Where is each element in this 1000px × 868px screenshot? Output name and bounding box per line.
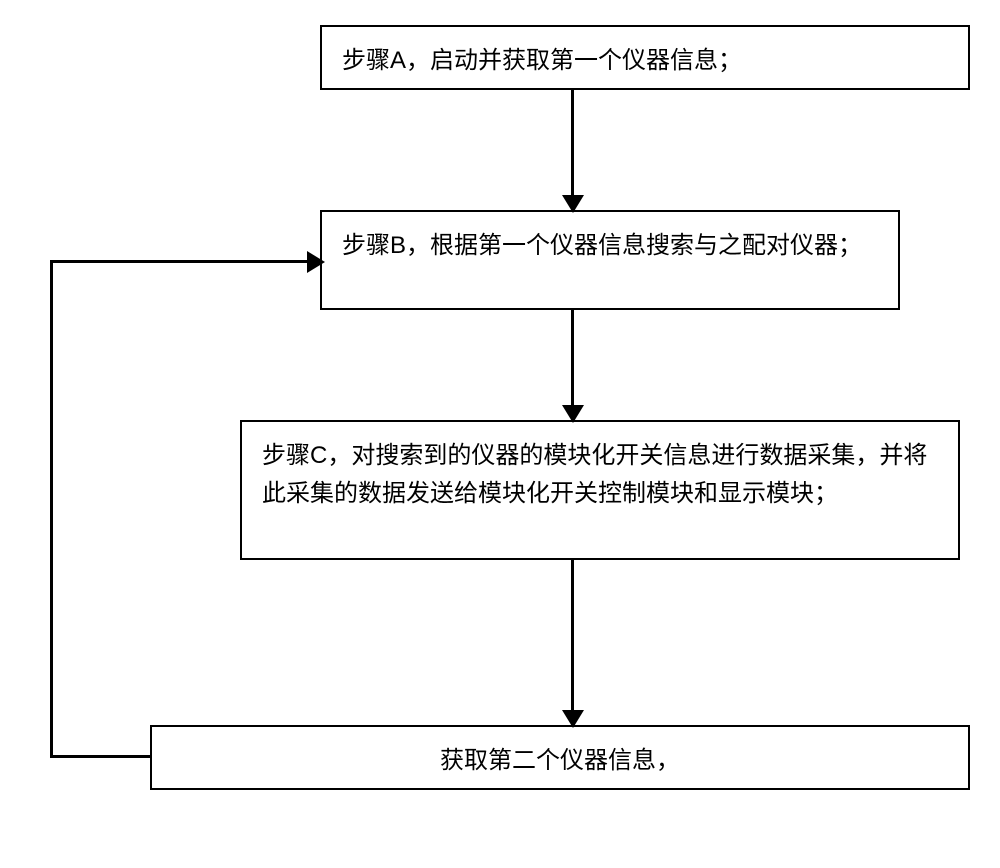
step-b-text: 步骤B，根据第一个仪器信息搜索与之配对仪器；	[342, 232, 862, 259]
step-a-text: 步骤A，启动并获取第一个仪器信息；	[342, 47, 742, 74]
arrow-b-to-c-head	[562, 405, 584, 423]
step-d-text: 获取第二个仪器信息，	[440, 747, 680, 774]
arrow-loop-top-line	[50, 260, 310, 263]
arrow-loop-head	[307, 251, 325, 273]
step-a-box: 步骤A，启动并获取第一个仪器信息；	[320, 25, 970, 90]
arrow-loop-bottom-line	[50, 755, 150, 758]
step-c-box: 步骤C，对搜索到的仪器的模块化开关信息进行数据采集，并将此采集的数据发送给模块化…	[240, 420, 960, 560]
flowchart-container: 步骤A，启动并获取第一个仪器信息； 步骤B，根据第一个仪器信息搜索与之配对仪器；…	[0, 0, 1000, 868]
step-d-box: 获取第二个仪器信息，	[150, 725, 970, 790]
arrow-c-to-d-line	[571, 560, 574, 713]
arrow-loop-vertical-line	[50, 260, 53, 758]
step-c-text: 步骤C，对搜索到的仪器的模块化开关信息进行数据采集，并将此采集的数据发送给模块化…	[262, 442, 927, 507]
arrow-c-to-d-head	[562, 710, 584, 728]
arrow-a-to-b-line	[571, 90, 574, 198]
arrow-a-to-b-head	[562, 195, 584, 213]
step-b-box: 步骤B，根据第一个仪器信息搜索与之配对仪器；	[320, 210, 900, 310]
arrow-b-to-c-line	[571, 310, 574, 408]
